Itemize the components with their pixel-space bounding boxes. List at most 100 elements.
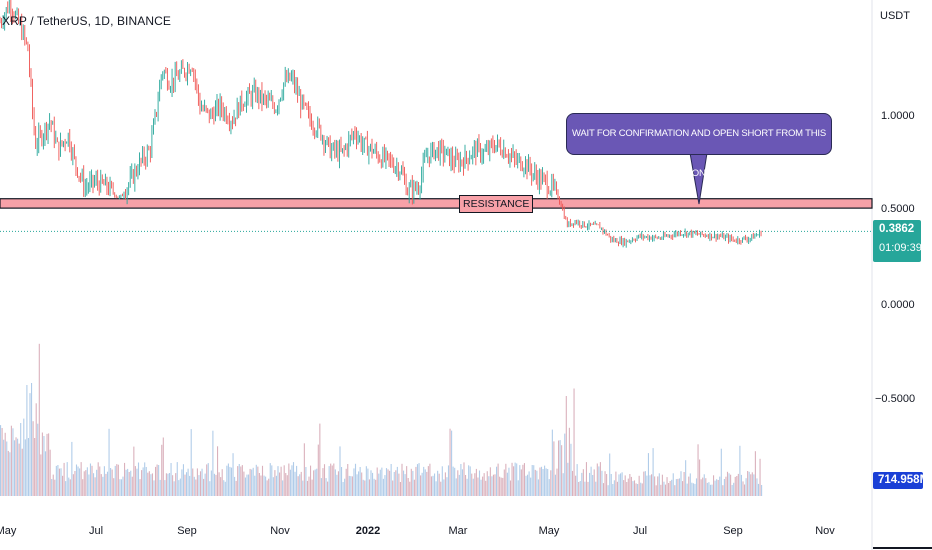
- resistance-zone: [0, 198, 873, 209]
- volume-bar-407: [630, 476, 632, 496]
- volume-bar-129: [199, 471, 202, 496]
- volume-bar-217: [336, 474, 338, 496]
- volume-bar-186: [288, 463, 290, 496]
- volume-bar-205: [317, 444, 319, 496]
- volume-bar-478: [740, 474, 742, 496]
- volume-bar-427: [661, 474, 663, 496]
- volume-bar-90: [139, 479, 141, 496]
- volume-bar-484: [750, 474, 752, 496]
- volume-bar-381: [590, 466, 592, 496]
- volume-bar-18: [27, 438, 29, 496]
- volume-bar-179: [277, 466, 279, 496]
- volume-bar-457: [708, 482, 710, 496]
- volume-bar-335: [519, 465, 521, 496]
- volume-bar-166: [257, 466, 259, 496]
- volume-bar-460: [713, 475, 715, 496]
- volume-bar-287: [444, 472, 446, 496]
- volume-bar-188: [291, 465, 293, 496]
- volume-bar-107: [165, 473, 167, 496]
- volume-bar-283: [438, 473, 440, 496]
- volume-bar-376: [582, 469, 584, 496]
- volume-bar-20: [31, 383, 33, 496]
- volume-bar-78: [120, 479, 122, 496]
- volume-bar-24: [37, 423, 39, 496]
- volume-bar-109: [168, 473, 171, 496]
- price-tick-0: 0.0000: [881, 299, 915, 311]
- volume-bar-123: [190, 429, 192, 496]
- resistance-label[interactable]: RESISTANCE: [459, 195, 534, 213]
- volume-bar-339: [525, 475, 527, 496]
- callout-annotation[interactable]: WAIT FOR CONFIRMATION AND OPEN SHORT FRO…: [566, 113, 832, 179]
- volume-bar-115: [178, 480, 180, 496]
- volume-bar-10: [15, 437, 17, 496]
- volume-bar-421: [652, 448, 654, 496]
- volume-bar-45: [69, 479, 71, 496]
- volume-bar-323: [500, 477, 502, 496]
- volume-bar-416: [644, 471, 646, 496]
- volume-bar-437: [677, 478, 679, 496]
- volume-bar-152: [235, 480, 237, 496]
- volume-bar-81: [125, 469, 127, 496]
- volume-bar-333: [516, 463, 518, 496]
- volume-bar-51: [79, 468, 81, 496]
- volume-bar-142: [220, 477, 222, 496]
- volume-bar-305: [472, 478, 474, 496]
- volume-bar-23: [35, 403, 37, 496]
- volume-bar-82: [127, 468, 129, 496]
- volume-bar-260: [403, 470, 405, 496]
- volume-bar-240: [372, 472, 374, 496]
- volume-bar-397: [615, 471, 617, 496]
- volume-bar-409: [633, 480, 636, 496]
- volume-bar-49: [75, 464, 78, 496]
- volume-bar-309: [478, 470, 481, 496]
- volume-bar-132: [204, 473, 206, 496]
- volume-bar-48: [74, 471, 76, 496]
- volume-bar-377: [584, 481, 586, 496]
- volume-bar-388: [601, 470, 603, 496]
- volume-bar-198: [306, 480, 308, 496]
- volume-bar-84: [130, 470, 132, 496]
- volume-bar-237: [367, 468, 369, 496]
- volume-bar-461: [714, 480, 716, 496]
- volume-bar-141: [218, 472, 220, 496]
- volume-bar-177: [274, 470, 276, 496]
- volume-bar-241: [373, 478, 375, 496]
- volume-bar-222: [344, 478, 346, 496]
- volume-bar-11: [17, 438, 19, 496]
- volume-bar-307: [475, 468, 477, 496]
- volume-bar-394: [610, 474, 612, 496]
- volume-bar-265: [410, 468, 412, 496]
- symbol-title: XRP / TetherUS, 1D, BINANCE: [2, 14, 171, 28]
- volume-bar-367: [568, 427, 570, 496]
- price-tick-0-5: 0.5000: [881, 203, 915, 215]
- volume-bar-103: [159, 479, 161, 496]
- volume-bar-252: [390, 464, 392, 496]
- volume-bar-270: [418, 463, 420, 496]
- volume-bar-162: [251, 469, 253, 496]
- volume-bar-345: [534, 469, 536, 496]
- volume-bar-328: [508, 467, 510, 496]
- volume-bar-25: [38, 343, 40, 496]
- volume-bar-242: [375, 479, 377, 496]
- volume-bar-13: [20, 423, 22, 496]
- volume-bar-262: [406, 466, 408, 496]
- volume-bar-325: [503, 469, 505, 496]
- volume-bar-181: [280, 466, 282, 496]
- volume-bar-66: [102, 476, 104, 496]
- volume-bar-454: [703, 474, 705, 496]
- volume-bar-192: [297, 476, 299, 496]
- volume-bar-146: [226, 465, 228, 496]
- volume-bar-104: [161, 444, 163, 496]
- volume-bar-4: [6, 441, 8, 496]
- volume-bar-314: [486, 471, 488, 496]
- volume-bar-356: [551, 429, 553, 496]
- volume-bar-443: [686, 483, 688, 496]
- volume-bar-338: [523, 463, 525, 496]
- volume-bar-227: [351, 476, 353, 496]
- volume-bar-320: [496, 466, 498, 496]
- time-tick-2022: 2022: [355, 525, 381, 537]
- volume-bar-245: [379, 469, 381, 496]
- volume-bar-263: [407, 478, 409, 496]
